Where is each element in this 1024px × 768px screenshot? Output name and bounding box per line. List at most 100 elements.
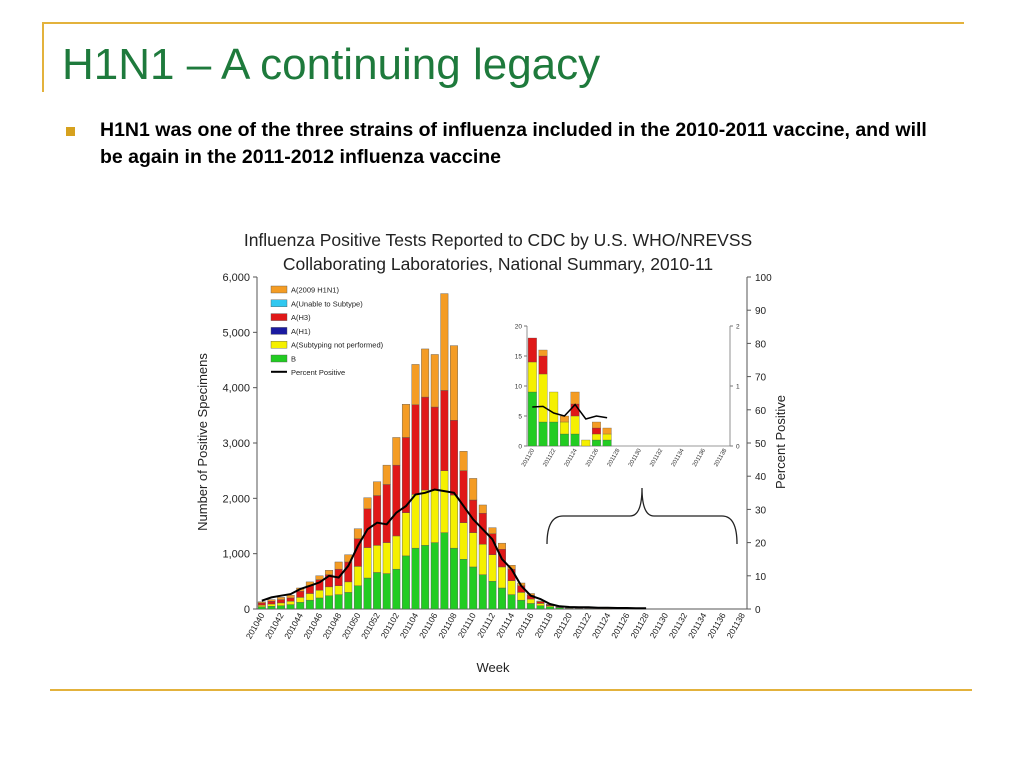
bar-segment — [401, 512, 410, 557]
bar-segment — [353, 585, 362, 610]
bar-segment — [469, 566, 478, 610]
bar-segment — [267, 603, 276, 607]
bar-segment — [498, 587, 506, 610]
bar-segment — [267, 606, 276, 610]
legend-swatch — [270, 313, 288, 321]
bar-segment — [267, 601, 276, 605]
bar-segment — [315, 597, 324, 610]
inset-bar-segment — [570, 391, 580, 405]
bar-segment — [526, 598, 535, 604]
bar-segment — [411, 364, 420, 406]
bar-segment — [363, 547, 372, 579]
inset-bar-segment — [538, 349, 548, 357]
bar-segment — [382, 573, 391, 610]
bar-segment — [373, 572, 382, 610]
y2-tick-label: 70 — [755, 373, 767, 384]
chart-title-line2: Collaborating Laboratories, National Sum… — [283, 254, 713, 274]
bar-segment — [517, 592, 526, 601]
bar-segment — [459, 470, 468, 523]
y2-tick-label: 0 — [755, 605, 761, 616]
inset-x-tick-label: 201132 — [649, 447, 664, 468]
bar-segment — [373, 481, 382, 496]
inset-y2-tick-label: 1 — [736, 384, 740, 391]
bar-segment — [325, 586, 334, 596]
bar-segment — [450, 494, 458, 549]
bar-segment — [363, 497, 372, 510]
bar-segment — [334, 585, 343, 595]
bar-segment — [382, 484, 391, 543]
inset-x-tick-label: 201128 — [607, 447, 622, 468]
inset-bar-segment — [602, 427, 612, 435]
bar-segment — [430, 406, 439, 491]
bar-segment — [286, 594, 295, 599]
y2-axis-label: Percent Positive — [773, 395, 788, 489]
legend-label: A(2009 H1N1) — [291, 286, 339, 295]
bar-segment — [267, 599, 276, 602]
bar-segment — [257, 602, 266, 606]
inset-y2-tick-label: 2 — [736, 324, 740, 331]
bar-segment — [459, 559, 468, 610]
inset-bar-segment — [570, 415, 580, 435]
inset-x-tick-label: 201134 — [671, 447, 686, 468]
y2-tick-label: 40 — [755, 472, 767, 483]
bar-segment — [430, 354, 439, 408]
bar-segment — [315, 589, 324, 599]
bar-segment — [325, 595, 334, 610]
bar-segment — [421, 348, 430, 398]
y2-tick-label: 60 — [755, 406, 767, 417]
bullet-square-icon — [66, 127, 75, 136]
bar-segment — [440, 470, 449, 533]
inset-bar-segment — [570, 433, 580, 447]
inset-bar-segment — [592, 439, 601, 447]
bar-segment — [421, 545, 430, 610]
inset-bar-segment — [538, 373, 548, 423]
chart-title-line1: Influenza Positive Tests Reported to CDC… — [244, 230, 752, 250]
y2-tick-label: 30 — [755, 505, 767, 516]
bar-segment — [277, 602, 285, 606]
y-tick-label: 5,000 — [222, 327, 250, 339]
bar-segment — [469, 478, 478, 501]
bar-segment — [546, 606, 554, 610]
bar-segment — [478, 504, 487, 514]
bar-segment — [450, 345, 458, 421]
bar-segment — [440, 293, 449, 391]
bullet-text: H1N1 was one of the three strains of inf… — [100, 119, 927, 168]
bar-segment — [257, 601, 266, 604]
bar-segment — [469, 532, 478, 568]
bar-segment — [430, 489, 439, 543]
bar-segment — [344, 592, 353, 610]
bar-segment — [498, 542, 506, 550]
slide-title: H1N1 – A continuing legacy — [62, 40, 601, 89]
inset-bar-segment — [527, 361, 537, 393]
inset-y-tick-label: 15 — [515, 354, 523, 361]
bar-segment — [440, 532, 449, 610]
y-axis-label: Number of Positive Specimens — [195, 353, 210, 531]
accent-line-bottom — [50, 689, 972, 691]
inset-x-tick-label: 201122 — [542, 447, 557, 468]
bar-segment — [488, 581, 497, 610]
bar-segment — [325, 570, 334, 575]
inset-plot: 0 5 10 15 20 0 1 2 201120 201122 201124 201126 20112… — [515, 324, 740, 468]
bar-segment — [536, 603, 545, 606]
y-tick-label: 6,000 — [222, 272, 250, 284]
bar-segment — [305, 599, 314, 610]
inset-bar-segment — [581, 439, 591, 447]
bar-segment — [401, 404, 410, 438]
inset-bar-segment — [559, 433, 569, 447]
bar-segment — [363, 577, 372, 610]
y2-tick-label: 20 — [755, 539, 767, 550]
x-tick-label: 201138 — [724, 611, 747, 640]
inset-bar-segment — [559, 415, 569, 423]
bar-segment — [382, 464, 391, 485]
bar-segment — [277, 605, 285, 610]
inset-brace — [546, 487, 738, 545]
bar-segment — [286, 597, 295, 602]
inset-bar-segment — [592, 421, 601, 429]
inset-bar-segment — [602, 439, 612, 447]
inset-bar-segment — [549, 421, 559, 447]
bar-segment — [498, 566, 506, 589]
bar-segment — [478, 544, 487, 575]
y-tick-label: 3,000 — [222, 438, 250, 450]
bar-segment — [277, 597, 285, 600]
legend-label: A(H3) — [291, 313, 311, 322]
